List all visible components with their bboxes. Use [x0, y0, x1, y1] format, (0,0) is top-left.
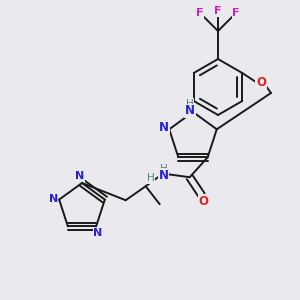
Text: H: H: [160, 164, 168, 174]
Text: N: N: [185, 104, 195, 118]
Text: N: N: [49, 194, 58, 204]
Text: H: H: [147, 173, 154, 183]
Text: F: F: [214, 6, 222, 16]
Text: N: N: [159, 121, 169, 134]
Text: O: O: [256, 76, 266, 88]
Text: N: N: [159, 169, 169, 182]
Text: O: O: [199, 195, 209, 208]
Text: N: N: [75, 171, 85, 181]
Text: F: F: [196, 8, 204, 18]
Text: F: F: [232, 8, 240, 18]
Text: N: N: [94, 228, 103, 239]
Text: H: H: [186, 99, 194, 109]
